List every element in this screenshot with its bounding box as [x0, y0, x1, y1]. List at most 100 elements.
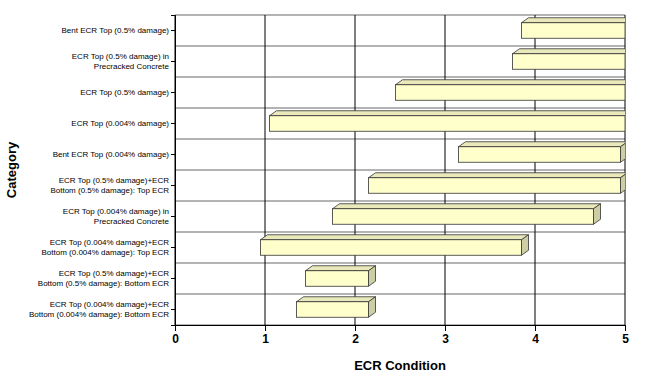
- x-tick-label: 5: [622, 332, 629, 346]
- x-tick: 4: [532, 325, 539, 346]
- x-tick-label: 4: [532, 332, 539, 346]
- grid: [175, 15, 625, 325]
- y-axis-title: Category: [4, 141, 19, 198]
- y-tick-mark: [171, 154, 175, 155]
- row-separator: [175, 139, 625, 140]
- bar-top: [369, 173, 626, 178]
- bar-front: [306, 271, 369, 287]
- row-separator: [175, 170, 625, 171]
- bar: [333, 204, 601, 225]
- bar-side: [621, 173, 626, 194]
- y-tick: ECR Top (0.004% damage) inPrecracked Con…: [63, 207, 175, 226]
- x-tick-mark: [355, 325, 356, 331]
- bar-top: [396, 80, 626, 85]
- y-tick: ECR Top (0.004% damage)+ECRBottom (0.004…: [29, 300, 175, 319]
- y-tick-mark: [171, 123, 175, 124]
- x-tick-label: 3: [442, 332, 449, 346]
- bar-side: [369, 266, 376, 287]
- y-tick-mark: [171, 247, 175, 248]
- bar-front: [513, 54, 626, 70]
- x-tick-label: 1: [262, 332, 269, 346]
- bar-top: [297, 297, 376, 302]
- bar: [297, 297, 376, 318]
- x-tick: 1: [262, 325, 269, 346]
- y-tick-mark: [171, 30, 175, 31]
- y-tick-label: ECR Top (0.5% damage) inPrecracked Concr…: [72, 52, 170, 71]
- row-separators: [175, 15, 625, 325]
- y-tick-label: Bent ECR Top (0.5% damage): [62, 26, 170, 35]
- y-tick: Bent ECR Top (0.004% damage): [53, 150, 175, 159]
- grid-line: [265, 15, 266, 325]
- bar-side: [522, 235, 529, 256]
- bar: [306, 266, 376, 287]
- y-tick-mark: [171, 185, 175, 186]
- y-tick-label: ECR Top (0.004% damage)+ECRBottom (0.004…: [42, 238, 170, 257]
- x-axis-line: [176, 325, 626, 326]
- bar: [459, 142, 626, 163]
- bar-front: [270, 116, 626, 132]
- bar: [513, 49, 626, 70]
- bars: [261, 18, 626, 318]
- row-separator: [175, 232, 625, 233]
- y-tick-mark: [171, 309, 175, 310]
- bar-top: [459, 142, 626, 147]
- bar-front: [297, 302, 369, 318]
- row-separator: [175, 77, 625, 78]
- x-tick-mark: [625, 325, 626, 331]
- x-tick: 2: [352, 325, 359, 346]
- y-tick: ECR Top (0.5% damage): [80, 88, 175, 97]
- bar: [270, 111, 626, 132]
- y-tick: ECR Top (0.5% damage) inPrecracked Concr…: [72, 52, 175, 71]
- row-separator: [175, 263, 625, 264]
- y-tick-label: ECR Top (0.5% damage)+ECRBottom (0.5% da…: [50, 176, 169, 195]
- grid-line: [445, 15, 446, 325]
- row-separator: [175, 108, 625, 109]
- x-tick: 0: [172, 325, 179, 346]
- y-tick-mark: [171, 61, 175, 62]
- bar-top: [333, 204, 601, 209]
- bar-top: [261, 235, 529, 240]
- row-separator: [175, 325, 625, 326]
- y-tick: ECR Top (0.5% damage)+ECRBottom (0.5% da…: [38, 269, 175, 288]
- y-tick: ECR Top (0.5% damage)+ECRBottom (0.5% da…: [50, 176, 175, 195]
- x-tick-label: 0: [172, 332, 179, 346]
- y-tick: ECR Top (0.004% damage): [71, 119, 175, 128]
- bar-front: [396, 85, 626, 101]
- y-tick-label: ECR Top (0.004% damage) inPrecracked Con…: [63, 207, 170, 226]
- x-tick-mark: [265, 325, 266, 331]
- bar: [369, 173, 626, 194]
- y-tick-mark: [171, 216, 175, 217]
- bar: [261, 235, 529, 256]
- bar-front: [369, 178, 621, 194]
- bar-top: [270, 111, 626, 116]
- y-tick-label: ECR Top (0.5% damage)+ECRBottom (0.5% da…: [38, 269, 169, 288]
- x-tick: 3: [442, 325, 449, 346]
- x-tick-mark: [535, 325, 536, 331]
- row-separator: [175, 15, 625, 16]
- bar-top: [306, 266, 376, 271]
- x-tick-label: 2: [352, 332, 359, 346]
- x-tick: 5: [622, 325, 629, 346]
- chart: 0 1 2 3 4 5 Bent ECR Top (0.5% damage) ECR Top …: [0, 0, 650, 380]
- x-axis: 0 1 2 3 4 5: [172, 325, 629, 346]
- bar-top: [513, 49, 626, 54]
- y-tick-label: Bent ECR Top (0.004% damage): [53, 150, 170, 159]
- bar-front: [522, 23, 626, 39]
- bar-front: [261, 240, 522, 256]
- y-tick-label: ECR Top (0.004% damage): [71, 119, 169, 128]
- y-tick-mark: [171, 92, 175, 93]
- bar: [522, 18, 626, 39]
- y-tick: Bent ECR Top (0.5% damage): [62, 26, 175, 35]
- bar-front: [459, 147, 621, 163]
- bar-top: [522, 18, 626, 23]
- y-tick: ECR Top (0.004% damage)+ECRBottom (0.004…: [42, 238, 175, 257]
- row-separator: [175, 46, 625, 47]
- bar: [396, 80, 626, 101]
- row-separator: [175, 201, 625, 202]
- y-tick-label: ECR Top (0.004% damage)+ECRBottom (0.004…: [29, 300, 169, 319]
- bar-front: [333, 209, 594, 225]
- x-tick-mark: [445, 325, 446, 331]
- y-tick-label: ECR Top (0.5% damage): [80, 88, 169, 97]
- y-axis-line: [171, 16, 176, 326]
- bar-side: [369, 297, 376, 318]
